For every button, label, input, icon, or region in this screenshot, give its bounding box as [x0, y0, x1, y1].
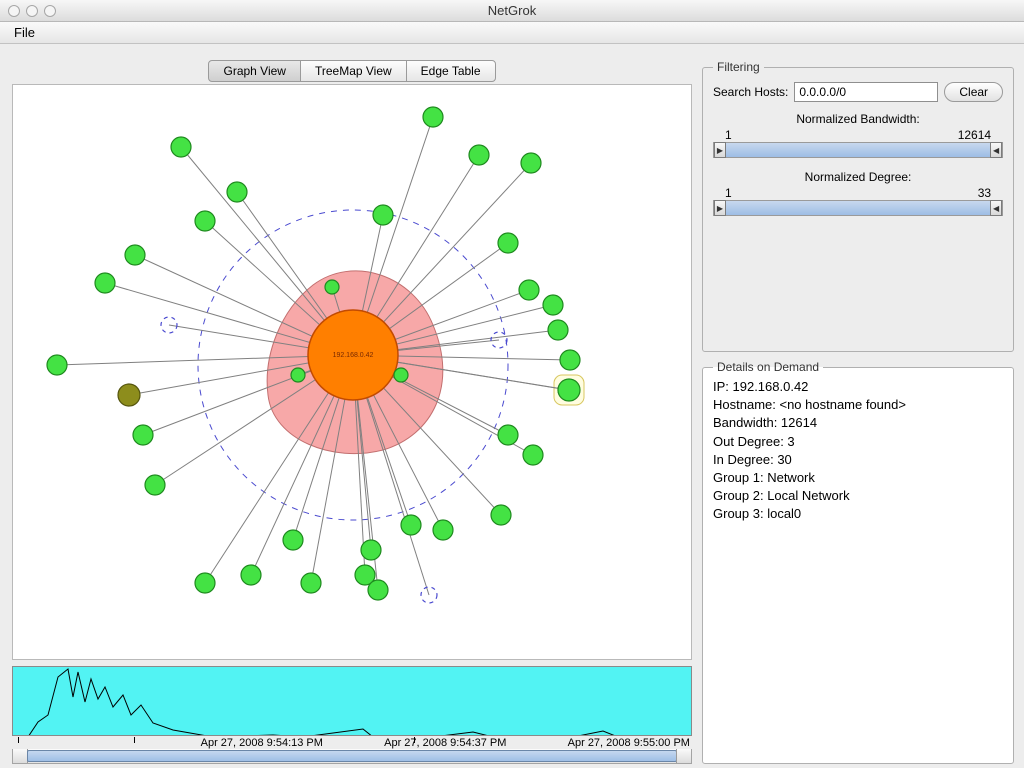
tab-treemap-view[interactable]: TreeMap View — [300, 60, 407, 82]
search-input[interactable] — [794, 82, 938, 102]
details-content: IP: 192.168.0.42Hostname: <no hostname f… — [713, 378, 1003, 524]
network-graph[interactable]: 192.168.0.42 — [13, 85, 691, 625]
degree-range-values: 1 33 — [713, 186, 1003, 200]
degree-label: Normalized Degree: — [713, 170, 1003, 184]
timeline-canvas[interactable] — [12, 666, 692, 736]
timeline: Apr 27, 2008 9:54:13 PM Apr 27, 2008 9:5… — [12, 666, 692, 764]
menu-file[interactable]: File — [6, 23, 43, 42]
degree-max: 33 — [978, 186, 991, 200]
bandwidth-range-values: 1 12614 — [713, 128, 1003, 142]
window-controls — [0, 5, 56, 17]
minimize-icon[interactable] — [26, 5, 38, 17]
details-line: In Degree: 30 — [713, 451, 1003, 469]
content: Graph View TreeMap View Edge Table 192.1… — [0, 44, 1024, 768]
degree-min: 1 — [725, 186, 732, 200]
left-pane: Graph View TreeMap View Edge Table 192.1… — [12, 60, 692, 764]
view-tabs: Graph View TreeMap View Edge Table — [12, 60, 692, 82]
details-line: Group 3: local0 — [713, 505, 1003, 523]
timeline-label: Apr 27, 2008 9:54:13 PM — [201, 737, 323, 749]
details-line: Group 2: Local Network — [713, 487, 1003, 505]
filtering-panel: Filtering Search Hosts: Clear Normalized… — [702, 60, 1014, 352]
zoom-icon[interactable] — [44, 5, 56, 17]
timeline-scrollbar[interactable] — [12, 749, 692, 764]
graph-panel[interactable]: 192.168.0.42 — [12, 84, 692, 660]
tab-edge-table[interactable]: Edge Table — [406, 60, 496, 82]
filtering-legend: Filtering — [713, 60, 764, 74]
details-line: Group 1: Network — [713, 469, 1003, 487]
svg-text:192.168.0.42: 192.168.0.42 — [333, 352, 374, 359]
bandwidth-min: 1 — [725, 128, 732, 142]
bandwidth-slider[interactable]: ▶ ◀ — [713, 142, 1003, 158]
search-row: Search Hosts: Clear — [713, 82, 1003, 102]
details-line: Hostname: <no hostname found> — [713, 396, 1003, 414]
timeline-chart — [13, 667, 691, 736]
search-label: Search Hosts: — [713, 85, 788, 99]
details-panel: Details on Demand IP: 192.168.0.42Hostna… — [702, 360, 1014, 764]
details-line: IP: 192.168.0.42 — [713, 378, 1003, 396]
slider-handle-right[interactable]: ◀ — [990, 200, 1002, 216]
right-pane: Filtering Search Hosts: Clear Normalized… — [702, 60, 1014, 764]
tab-graph-view[interactable]: Graph View — [208, 60, 300, 82]
timeline-axis: Apr 27, 2008 9:54:13 PM Apr 27, 2008 9:5… — [12, 736, 692, 749]
degree-slider[interactable]: ▶ ◀ — [713, 200, 1003, 216]
clear-button[interactable]: Clear — [944, 82, 1003, 102]
details-legend: Details on Demand — [713, 360, 823, 374]
timeline-label: Apr 27, 2008 9:55:00 PM — [568, 737, 690, 749]
slider-handle-left[interactable]: ▶ — [714, 200, 726, 216]
details-line: Bandwidth: 12614 — [713, 414, 1003, 432]
bandwidth-label: Normalized Bandwidth: — [713, 112, 1003, 126]
titlebar: NetGrok — [0, 0, 1024, 22]
menubar: File — [0, 22, 1024, 44]
window-title: NetGrok — [0, 3, 1024, 18]
slider-handle-left[interactable]: ▶ — [714, 142, 726, 158]
close-icon[interactable] — [8, 5, 20, 17]
bandwidth-max: 12614 — [958, 128, 991, 142]
slider-handle-right[interactable]: ◀ — [990, 142, 1002, 158]
timeline-label: Apr 27, 2008 9:54:37 PM — [384, 737, 506, 749]
details-line: Out Degree: 3 — [713, 433, 1003, 451]
scrollbar-thumb[interactable] — [27, 750, 677, 762]
